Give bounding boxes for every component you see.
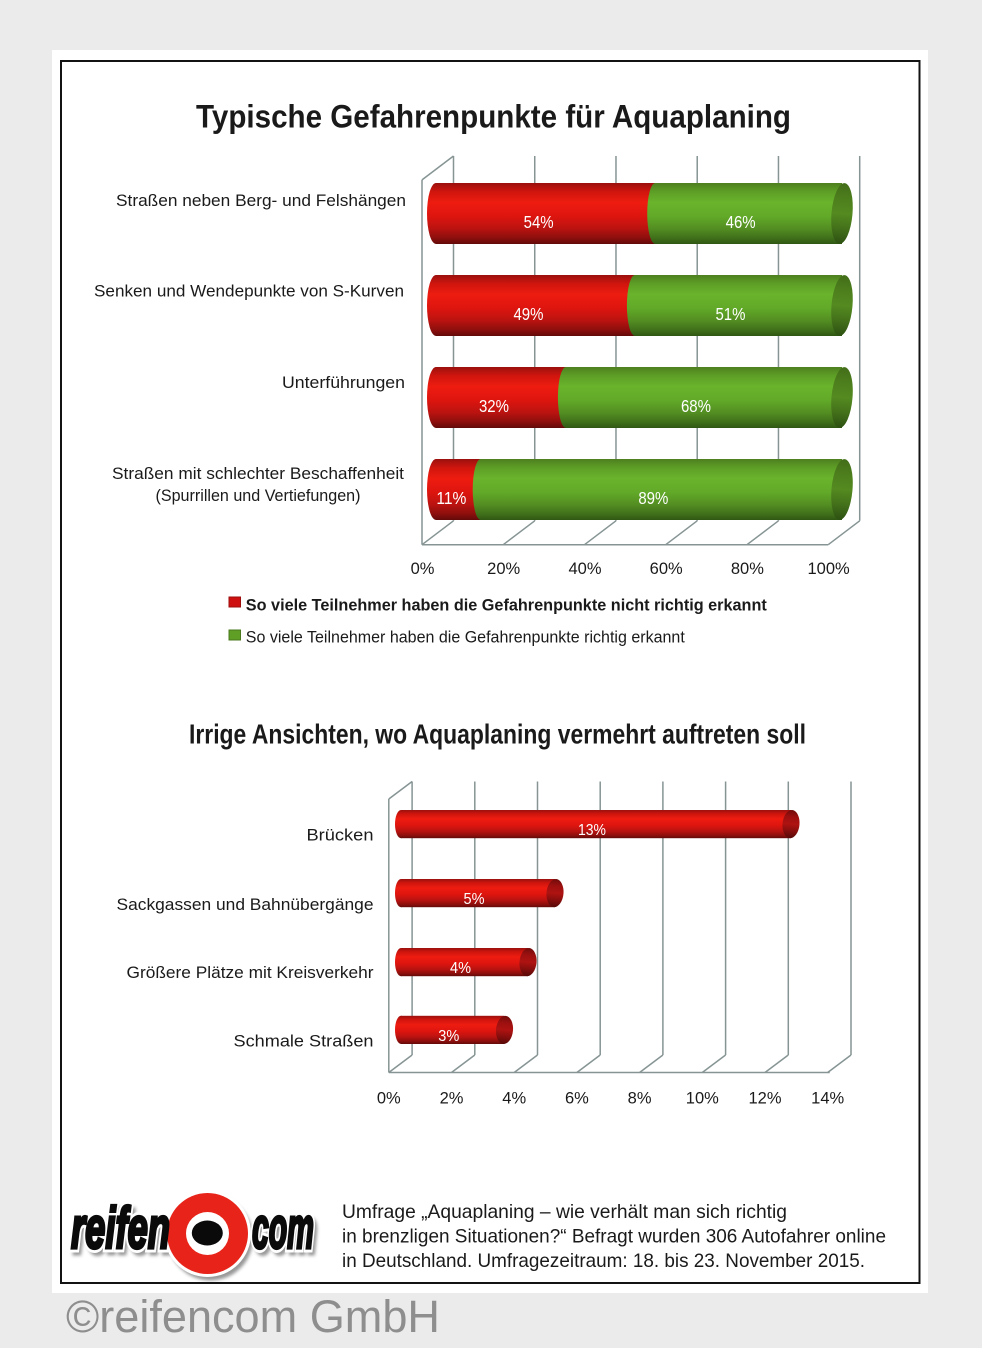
svg-text:40%: 40% <box>568 560 601 578</box>
svg-text:com: com <box>252 1196 314 1261</box>
svg-text:Größere Plätze mit Kreisverkeh: Größere Plätze mit Kreisverkehr <box>127 963 374 982</box>
svg-text:Typische Gefahrenpunkte für Aq: Typische Gefahrenpunkte für Aquaplaning <box>196 99 791 135</box>
svg-text:in brenzligen Situationen?“ Be: in brenzligen Situationen?“ Befragt wurd… <box>342 1226 886 1248</box>
svg-text:Sackgassen und Bahnübergänge: Sackgassen und Bahnübergänge <box>117 895 374 914</box>
svg-text:14%: 14% <box>811 1090 844 1108</box>
svg-text:5%: 5% <box>464 891 485 908</box>
svg-text:89%: 89% <box>638 488 668 508</box>
svg-text:13%: 13% <box>578 822 606 839</box>
svg-text:Unterführungen: Unterführungen <box>282 373 405 392</box>
svg-text:Straßen mit schlechter Beschaf: Straßen mit schlechter Beschaffenheit <box>112 464 404 483</box>
svg-text:32%: 32% <box>479 396 509 416</box>
svg-text:com: com <box>252 1196 314 1261</box>
svg-text:(Spurrillen und Vertiefungen): (Spurrillen und Vertiefungen) <box>156 486 361 505</box>
svg-text:80%: 80% <box>731 560 764 578</box>
svg-text:Senken und Wendepunkte von S-K: Senken und Wendepunkte von S-Kurven <box>94 282 404 301</box>
svg-text:©reifencom GmbH: ©reifencom GmbH <box>66 1291 440 1342</box>
svg-text:49%: 49% <box>513 304 543 324</box>
svg-text:100%: 100% <box>807 560 850 578</box>
svg-text:46%: 46% <box>726 212 756 232</box>
svg-text:68%: 68% <box>681 396 711 416</box>
svg-text:11%: 11% <box>436 488 466 508</box>
svg-text:Straßen neben Berg- und Felshä: Straßen neben Berg- und Felshängen <box>116 191 406 210</box>
svg-text:Schmale Straßen: Schmale Straßen <box>234 1032 374 1051</box>
svg-text:Umfrage „Aquaplaning – wie ver: Umfrage „Aquaplaning – wie verhält man s… <box>342 1201 787 1223</box>
svg-text:So viele Teilnehmer haben die: So viele Teilnehmer haben die Gefahrenpu… <box>246 595 767 614</box>
svg-text:51%: 51% <box>715 304 745 324</box>
svg-text:20%: 20% <box>487 560 520 578</box>
svg-text:4%: 4% <box>502 1090 526 1108</box>
svg-text:12%: 12% <box>748 1090 781 1108</box>
svg-text:60%: 60% <box>650 560 683 578</box>
svg-text:com: com <box>255 1201 317 1266</box>
svg-text:10%: 10% <box>686 1090 719 1108</box>
svg-text:Brücken: Brücken <box>307 826 374 845</box>
svg-text:0%: 0% <box>411 560 435 578</box>
svg-text:8%: 8% <box>628 1090 652 1108</box>
svg-text:So viele Teilnehmer haben die: So viele Teilnehmer haben die Gefahrenpu… <box>246 627 685 646</box>
svg-text:3%: 3% <box>438 1028 459 1045</box>
svg-text:2%: 2% <box>440 1090 464 1108</box>
svg-text:4%: 4% <box>450 960 471 977</box>
svg-text:6%: 6% <box>565 1090 589 1108</box>
svg-text:reifen: reifen <box>74 1201 173 1266</box>
svg-text:in Deutschland. Umfragezeitrau: in Deutschland. Umfragezeitraum: 18. bis… <box>342 1250 865 1272</box>
svg-text:reifen: reifen <box>71 1196 170 1261</box>
svg-text:0%: 0% <box>377 1090 401 1108</box>
svg-text:54%: 54% <box>524 212 554 232</box>
svg-text:reifen: reifen <box>71 1196 170 1261</box>
svg-text:Irrige Ansichten, wo Aquaplani: Irrige Ansichten, wo Aquaplaning vermehr… <box>189 719 806 750</box>
